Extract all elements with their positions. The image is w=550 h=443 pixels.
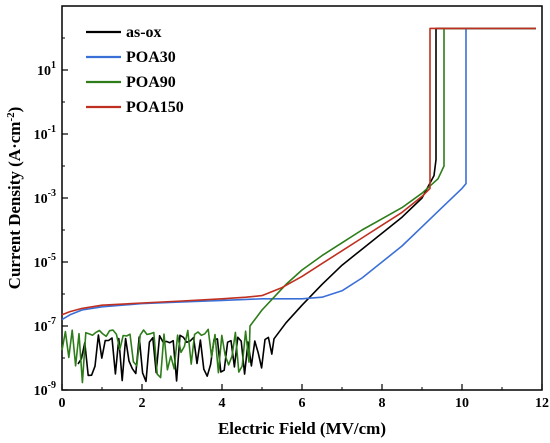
- legend-label: as-ox: [126, 24, 162, 41]
- y-axis-ticks: 101 10-1 10-3 10-5 10-7 10-9: [34, 37, 68, 399]
- y-tick-label: 101: [37, 60, 56, 79]
- y-tick-label: 10-9: [34, 380, 56, 399]
- series-line-poa30: [61, 27, 536, 321]
- y-tick-label: 10-7: [34, 316, 56, 335]
- series-line-as-ox: [77, 27, 536, 383]
- legend-label: POA150: [126, 99, 184, 116]
- y-tick-label: 10-5: [34, 252, 56, 271]
- y-axis-title: Current Density (A·cm-2): [5, 107, 24, 290]
- legend-label: POA90: [126, 74, 176, 91]
- x-tick-label: 4: [219, 396, 226, 411]
- legend-label: POA30: [126, 49, 176, 66]
- x-tick-label: 12: [535, 396, 549, 411]
- x-axis-ticks: 0 2 4 6 8 10 12: [59, 384, 549, 411]
- series-line-poa90: [61, 27, 536, 384]
- x-tick-label: 2: [139, 396, 146, 411]
- y-tick-label: 10-3: [34, 188, 56, 207]
- legend: as-ox POA30 POA90 POA150: [86, 24, 184, 116]
- x-tick-label: 8: [379, 396, 386, 411]
- x-tick-label: 6: [299, 396, 306, 411]
- x-axis-title: Electric Field (MV/cm): [218, 419, 386, 438]
- series-line-poa150: [61, 27, 536, 316]
- x-tick-label: 10: [455, 396, 469, 411]
- x-tick-label: 0: [59, 396, 66, 411]
- curves-layer: [61, 27, 536, 384]
- y-tick-label: 10-1: [34, 124, 56, 143]
